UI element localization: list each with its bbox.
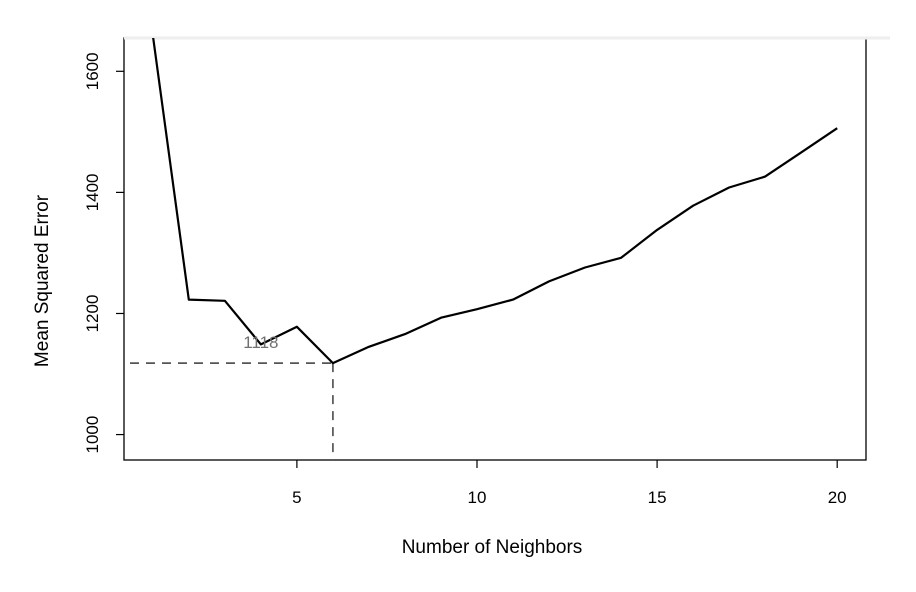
y-tick-label: 1600 <box>83 52 102 90</box>
x-tick-label: 15 <box>648 488 667 507</box>
minimum-value-label: 1118 <box>243 333 278 352</box>
y-tick-label: 1000 <box>83 416 102 454</box>
series-layer <box>152 38 838 365</box>
plot-frame <box>123 37 867 461</box>
y-tick-label: 1400 <box>83 173 102 211</box>
x-axis: 5 10 15 20 <box>292 460 847 507</box>
x-tick-label: 10 <box>468 488 487 507</box>
y-tick-label: 1200 <box>83 295 102 333</box>
y-axis-label: Mean Squared Error <box>32 194 53 367</box>
minimum-reference-lines <box>130 362 334 460</box>
y-axis: 1000 1200 1400 1600 <box>83 52 124 453</box>
x-tick-label: 20 <box>828 488 847 507</box>
x-axis-label: Number of Neighbors <box>402 537 583 558</box>
mse-series-line <box>152 38 838 365</box>
x-tick-label: 5 <box>292 488 301 507</box>
